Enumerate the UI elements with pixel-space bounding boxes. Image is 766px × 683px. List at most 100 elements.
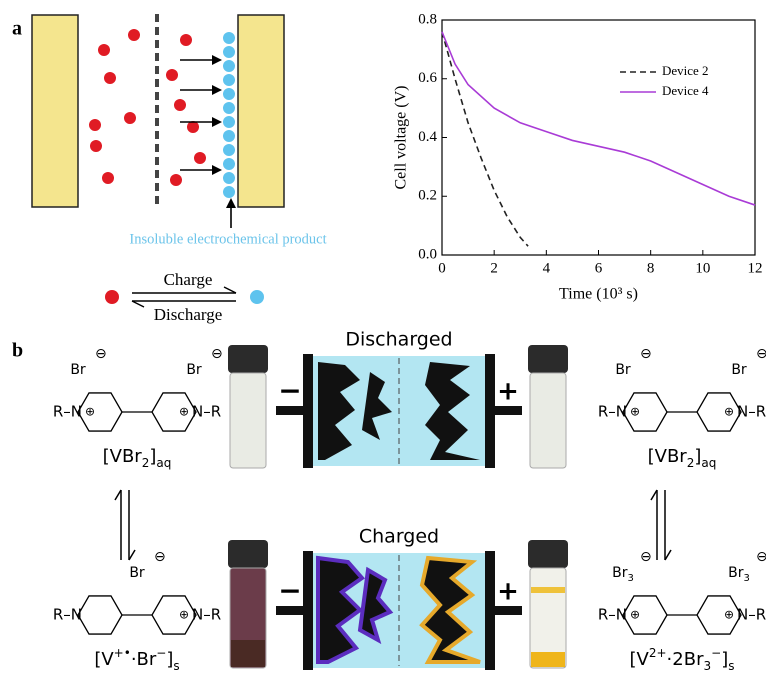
- discharged-label: Discharged: [345, 329, 452, 351]
- anion-sub: 3: [744, 573, 750, 584]
- cells: Discharged Charged − + − +: [276, 329, 522, 671]
- anion-charge: ⊖: [154, 549, 166, 565]
- formula-part: ]: [166, 649, 173, 670]
- formula-part: ·Br: [131, 649, 157, 670]
- discharged-cell: [276, 354, 522, 468]
- formula-part: 2: [687, 456, 695, 470]
- pyridine-ring: [152, 596, 196, 634]
- pyridine-ring: [697, 596, 741, 634]
- formula-part: s: [173, 659, 179, 673]
- electrode: [238, 15, 284, 207]
- x-tick-label: 12: [748, 260, 763, 276]
- formula: [VBr2]aq: [648, 446, 717, 470]
- formula-part: s: [728, 659, 734, 673]
- charged-cell: [276, 551, 522, 670]
- panel-label: a: [12, 18, 22, 40]
- caption: Insoluble electrochemical product: [129, 231, 326, 247]
- formula-part: 2+: [649, 646, 667, 660]
- n-right: N–R: [737, 606, 766, 624]
- n-left: R–N: [598, 403, 627, 421]
- n-right: N–R: [192, 403, 221, 421]
- charge: ⊕: [724, 608, 734, 622]
- x-axis-label: Time (10³ s): [559, 286, 638, 303]
- voltage-chart: 0.0 0.2 0.4 0.6 0.8 0 2 4 6 8 10 12 Time (10³ s) Cell…: [393, 11, 763, 302]
- anion: Br: [731, 362, 747, 378]
- n-right: N–R: [737, 403, 766, 421]
- pyridine-ring: [697, 393, 741, 431]
- charge-label: Charge: [164, 270, 213, 289]
- charge: ⊕: [630, 405, 640, 419]
- anion: Br3: [612, 565, 634, 584]
- charge: ⊕: [179, 405, 189, 419]
- x-tick-label: 8: [647, 260, 655, 276]
- anion-label: Br: [615, 362, 631, 378]
- charge: ⊕: [630, 608, 640, 622]
- anion-sub: 3: [628, 573, 634, 584]
- red-ions: [89, 29, 206, 186]
- n-right: N–R: [192, 606, 221, 624]
- anion-label: Br: [186, 362, 202, 378]
- x-tick-label: 10: [695, 260, 710, 276]
- anion-label: Br: [728, 565, 744, 581]
- x-tick-label: 4: [543, 260, 551, 276]
- formula-part: ·2Br: [667, 649, 705, 670]
- panel-label: b: [12, 340, 23, 362]
- pyridine-ring: [152, 393, 196, 431]
- y-tick-label: 0.0: [418, 246, 437, 262]
- y-tick-label: 0.8: [418, 11, 437, 27]
- red-ion: [105, 290, 119, 304]
- anion-charge: ⊖: [756, 346, 766, 362]
- anion-charge: ⊖: [640, 346, 652, 362]
- formula-part: −: [156, 646, 166, 660]
- anion-label: Br: [731, 362, 747, 378]
- discharge-label: Discharge: [154, 305, 223, 324]
- anion-label: Br: [129, 565, 145, 581]
- anion: Br: [129, 565, 145, 581]
- blue-ion: [250, 290, 264, 304]
- anion: Br3: [728, 565, 750, 584]
- formula-part: [V: [630, 649, 650, 670]
- formula: [V+•·Br−]s: [94, 646, 179, 673]
- blue-product: [223, 32, 235, 198]
- y-tick-label: 0.2: [418, 188, 437, 204]
- legend-label: Device 4: [662, 83, 709, 98]
- charge: ⊕: [724, 405, 734, 419]
- n-left: R–N: [598, 606, 627, 624]
- charge: ⊕: [85, 405, 95, 419]
- formula: [V2+·2Br3−]s: [630, 646, 735, 673]
- positive-sign: +: [497, 577, 519, 607]
- formula-part: 2: [142, 456, 150, 470]
- n-left: R–N: [53, 606, 82, 624]
- electrode: [32, 15, 78, 207]
- n-left: R–N: [53, 403, 82, 421]
- y-axis-label: Cell voltage (V): [393, 86, 410, 190]
- formula: [VBr2]aq: [103, 446, 172, 470]
- y-tick-label: 0.4: [418, 129, 437, 145]
- anion: Br: [615, 362, 631, 378]
- formula-part: [VBr: [103, 446, 143, 467]
- x-tick-label: 2: [490, 260, 498, 276]
- charged-label: Charged: [359, 526, 439, 548]
- charge: ⊕: [179, 608, 189, 622]
- anion-charge: ⊖: [95, 346, 107, 362]
- arrows: [180, 60, 231, 228]
- formula-part: ]: [694, 446, 701, 467]
- formula-part: +•: [114, 646, 131, 660]
- anion-charge: ⊖: [640, 549, 652, 565]
- anion-charge: ⊖: [211, 346, 223, 362]
- formula-part: ]: [149, 446, 156, 467]
- negative-sign: −: [278, 574, 301, 607]
- positive-sign: +: [497, 377, 519, 407]
- anion-charge: ⊖: [756, 549, 766, 565]
- formula-part: −: [711, 646, 721, 660]
- formula-part: [VBr: [648, 446, 688, 467]
- x-tick-label: 0: [438, 260, 446, 276]
- anion-label: Br: [612, 565, 628, 581]
- formula-part: 3: [703, 659, 711, 673]
- anion-label: Br: [70, 362, 86, 378]
- formula-part: aq: [701, 456, 716, 470]
- x-tick-label: 6: [595, 260, 603, 276]
- anion: Br: [70, 362, 86, 378]
- y-tick-label: 0.6: [418, 70, 437, 86]
- schematic: Insoluble electrochemical product Charge…: [32, 14, 327, 324]
